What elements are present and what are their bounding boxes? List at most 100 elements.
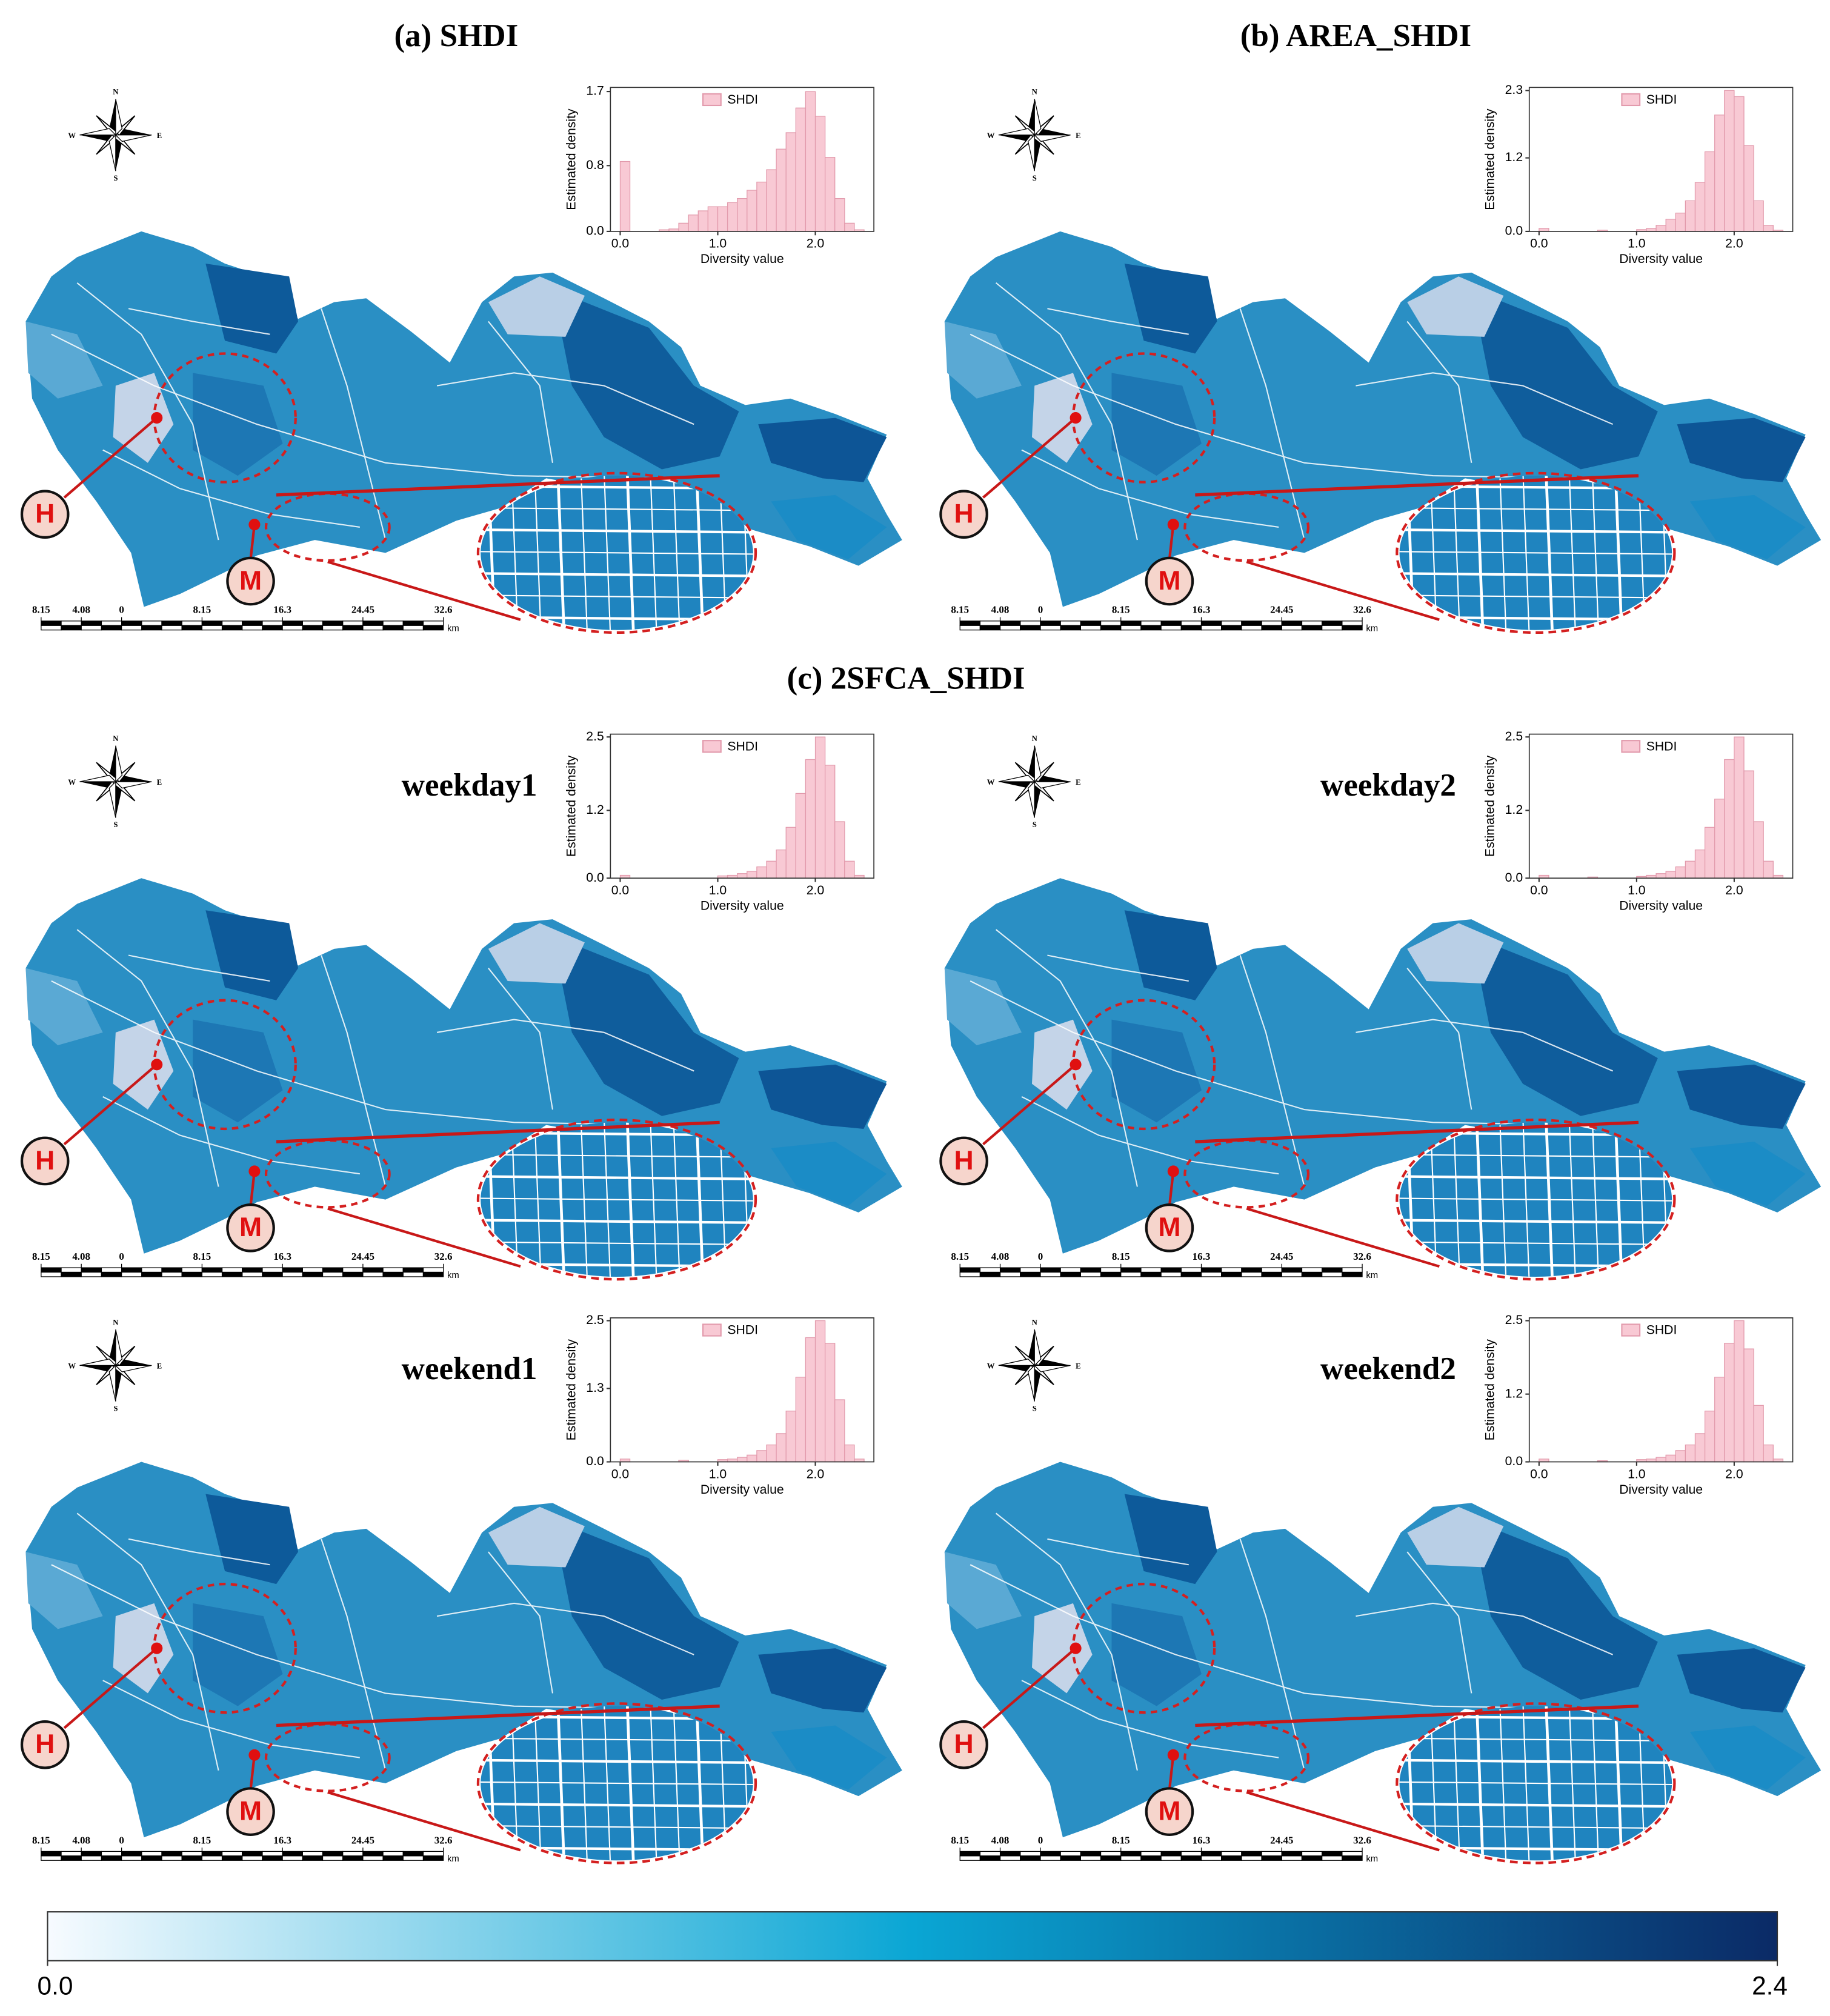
scale-label: 0: [119, 604, 124, 616]
scale-seg: [41, 1267, 62, 1273]
scale-seg: [201, 1267, 223, 1273]
compass-star-half: [998, 745, 1071, 818]
x-axis-label: Diversity value: [700, 1483, 784, 1497]
y-tick-label: 1.2: [1505, 150, 1523, 164]
y-axis-label: Estimated density: [564, 755, 578, 857]
m-region: [264, 1723, 391, 1792]
scale-seg: [282, 1851, 303, 1857]
zoom-connector: [276, 1704, 720, 1728]
y-axis-label: Estimated density: [564, 1339, 578, 1441]
scale-seg: [302, 1851, 324, 1857]
hist-bar: [756, 866, 767, 879]
hist-frame: [610, 87, 874, 232]
hist-bar: [1753, 200, 1764, 232]
compass-letter: W: [68, 778, 76, 787]
h-dot: [151, 1059, 163, 1071]
scale-seg: [402, 1855, 424, 1861]
scale-seg: [41, 1271, 62, 1277]
scale-seg: [81, 1855, 102, 1861]
scale-seg: [242, 1855, 263, 1861]
zoom-connector: [1195, 1120, 1639, 1143]
scale-label: 16.3: [273, 604, 291, 616]
x-tick-label: 2.0: [1725, 1467, 1743, 1481]
zoom-road: [481, 1825, 753, 1829]
scale-label: 24.45: [1270, 604, 1293, 616]
x-axis-label: Diversity value: [1619, 252, 1703, 266]
scale-seg: [1261, 1851, 1282, 1857]
scale-seg: [141, 1851, 162, 1857]
scale-seg: [61, 1855, 82, 1861]
scale-seg: [959, 625, 981, 631]
y-tick-label: 1.2: [1505, 803, 1523, 817]
x-axis-label: Diversity value: [700, 252, 784, 266]
scale-seg: [999, 1267, 1021, 1273]
scale-unit: km: [447, 1271, 459, 1280]
scale-seg: [1060, 1267, 1082, 1273]
hist-frame: [610, 733, 874, 879]
hist-bar: [1724, 759, 1735, 879]
scale-seg: [1120, 625, 1142, 631]
h-pointer: [982, 1063, 1077, 1146]
m-dot: [1167, 1749, 1179, 1761]
m-region: [1183, 492, 1310, 562]
hist-bar: [1665, 1454, 1676, 1463]
scale-seg: [342, 1267, 364, 1273]
scale-seg: [362, 1271, 384, 1277]
scale-seg: [121, 620, 142, 626]
scale-label: 4.08: [72, 604, 90, 616]
scale-label: 16.3: [273, 1251, 291, 1262]
scale-label: 8.15: [951, 604, 969, 616]
scale-seg: [61, 625, 82, 631]
marker-label: H: [954, 499, 974, 529]
scale-seg: [342, 620, 364, 626]
scale-seg: [1261, 1267, 1282, 1273]
scale-label: 24.45: [1270, 1251, 1293, 1262]
x-axis-label: Diversity value: [1619, 1483, 1703, 1497]
scale-seg: [1342, 620, 1363, 626]
section-title: (a) SHDI: [394, 18, 519, 53]
scale-seg: [322, 1267, 344, 1273]
scale-seg: [221, 625, 243, 631]
m-pointer: [249, 1755, 256, 1790]
zoom-road: [1614, 476, 1623, 630]
hist-bar: [1743, 145, 1754, 232]
hist-bar: [1763, 225, 1774, 232]
scale-seg: [81, 620, 102, 626]
hist-bar: [1675, 1450, 1686, 1463]
zoom-inset: [1399, 1122, 1672, 1277]
zoom-road: [1399, 1758, 1672, 1765]
scale-seg: [1261, 625, 1282, 631]
scale-seg: [161, 1855, 182, 1861]
legend-swatch: [1621, 740, 1641, 753]
h-dot: [151, 412, 163, 424]
zoom-connector: [1195, 1704, 1639, 1728]
y-tick-label: 1.3: [586, 1381, 604, 1395]
scale-seg: [422, 1855, 444, 1861]
scale-seg: [1261, 1271, 1282, 1277]
y-axis-label: Estimated density: [1483, 755, 1497, 857]
scale-label: 0: [1038, 1834, 1043, 1846]
scale-seg: [1241, 1851, 1262, 1857]
scale-label: 16.3: [1193, 1251, 1211, 1262]
colorbar: [47, 1911, 1778, 1961]
scale-label: 24.45: [351, 1251, 374, 1262]
scale-seg: [282, 1267, 303, 1273]
scale-seg: [979, 625, 1001, 631]
hist-bar: [717, 206, 728, 232]
compass-letter: W: [987, 1362, 995, 1370]
scale-seg: [1040, 1855, 1061, 1861]
x-axis-label: Diversity value: [1619, 899, 1703, 913]
zoom-road: [1452, 1706, 1461, 1861]
scale-seg: [1120, 1267, 1142, 1273]
y-tick-label: 0.0: [586, 871, 604, 885]
x-tick-label: 1.0: [709, 883, 727, 897]
zoom-road: [534, 476, 542, 630]
y-tick-label: 2.3: [1505, 83, 1523, 97]
legend-swatch: [702, 93, 722, 107]
compass-star-half: [998, 99, 1071, 171]
legend-label: SHDI: [727, 1323, 758, 1337]
scale-seg: [1180, 620, 1202, 626]
hist-bar: [1734, 96, 1745, 232]
scale-seg: [422, 620, 444, 626]
scale-seg: [101, 1851, 122, 1857]
